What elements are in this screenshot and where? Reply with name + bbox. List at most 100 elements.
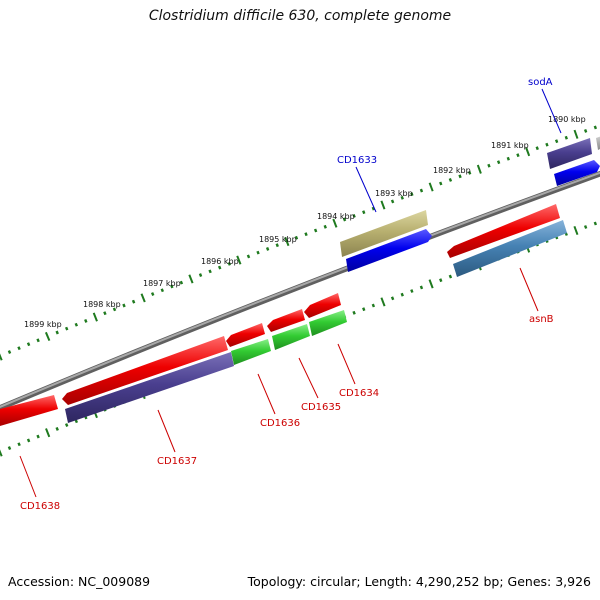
gene-CD1637[interactable] (65, 352, 234, 423)
callout-sodA (541, 88, 562, 134)
gene-sodA[interactable] (547, 138, 592, 169)
minor-tick (496, 160, 501, 165)
genome-stats-text: Topology: circular; Length: 4,290,252 bp… (247, 574, 591, 589)
minor-tick (64, 326, 69, 331)
minor-tick (103, 311, 107, 316)
major-tick (188, 274, 194, 284)
gene-partial-gray[interactable] (596, 136, 600, 150)
callout-CD1636 (257, 373, 276, 415)
gene-CD1633[interactable] (346, 229, 432, 272)
minor-tick (227, 261, 232, 266)
forward-genes (340, 136, 600, 272)
gene-labels: sodA CD1633 asnB CD1634 CD1635 CD1636 CD… (20, 77, 554, 512)
major-tick (0, 353, 3, 361)
gene-red-small-3[interactable] (226, 323, 265, 347)
minor-tick (275, 243, 279, 248)
gene-forward-arrow-right[interactable] (554, 160, 600, 186)
ruler-label-1896: 1896 kbp (201, 257, 239, 266)
minor-tick (131, 299, 136, 304)
callout-CD1637 (157, 409, 176, 453)
minor-tick (390, 296, 395, 301)
gene-CD1636[interactable] (231, 339, 271, 365)
gene-CD1635[interactable] (272, 324, 310, 350)
ruler-label-1895: 1895 kbp (259, 235, 297, 244)
gene-red-small-2[interactable] (267, 309, 305, 332)
gene-label-CD1637[interactable]: CD1637 (157, 456, 197, 467)
major-tick (284, 236, 290, 247)
minor-tick (352, 213, 356, 218)
major-tick (0, 449, 3, 457)
minor-tick (545, 142, 549, 147)
gene-red-small-1[interactable] (304, 293, 341, 318)
minor-tick (55, 426, 59, 431)
minor-tick (467, 170, 472, 175)
minor-tick (17, 442, 21, 447)
minor-tick (390, 199, 395, 204)
ruler-label-1899: 1899 kbp (24, 320, 62, 329)
callout-lines (19, 88, 562, 498)
minor-tick (342, 217, 347, 222)
reverse-genes (0, 204, 567, 426)
major-tick (236, 255, 242, 265)
major-tick (45, 428, 51, 438)
major-tick (92, 312, 98, 322)
minor-tick (36, 338, 40, 343)
minor-tick (400, 292, 404, 297)
gene-CD1634[interactable] (309, 310, 347, 336)
minor-tick (554, 139, 559, 144)
gene-label-asnB[interactable]: asnB (529, 314, 554, 325)
minor-tick (150, 292, 155, 296)
minor-tick (593, 221, 598, 226)
gene-label-sodA[interactable]: sodA (528, 77, 553, 88)
callout-asnB (519, 267, 539, 312)
minor-tick (487, 163, 491, 168)
minor-tick (352, 310, 356, 315)
gene-label-CD1638[interactable]: CD1638 (20, 501, 60, 512)
minor-tick (84, 318, 88, 323)
callout-CD1634 (337, 343, 356, 385)
gene-label-CD1634[interactable]: CD1634 (339, 388, 379, 399)
gene-CD1637-red[interactable] (62, 336, 228, 405)
genome-backbone (0, 170, 600, 411)
minor-tick (564, 135, 568, 140)
minor-tick (198, 273, 203, 278)
gene-label-CD1636[interactable]: CD1636 (260, 418, 300, 429)
gene-asnB[interactable] (453, 220, 567, 277)
minor-tick (410, 192, 414, 197)
gene-CD1638[interactable] (0, 395, 58, 426)
callout-CD1635 (298, 357, 319, 399)
gene-label-CD1635[interactable]: CD1635 (301, 402, 341, 413)
gene-asnB-red[interactable] (447, 204, 560, 258)
major-tick (573, 129, 579, 139)
minor-tick (208, 269, 212, 274)
minor-tick (583, 225, 588, 229)
accession-text: Accession: NC_009089 (8, 574, 151, 589)
minor-tick (294, 235, 299, 240)
ruler-label-1894: 1894 kbp (317, 212, 355, 221)
major-tick (573, 225, 579, 236)
minor-tick (419, 285, 424, 290)
genome-backbone-highlight (0, 171, 600, 408)
minor-tick (7, 350, 12, 354)
minor-tick (506, 156, 510, 161)
ruler-label-1897: 1897 kbp (143, 279, 181, 288)
minor-tick (246, 254, 251, 259)
gene-CD1633-khaki[interactable] (340, 210, 428, 257)
ruler-label-1893: 1893 kbp (375, 189, 413, 198)
minor-tick (265, 246, 270, 251)
outer-tick-ring (0, 125, 598, 361)
minor-tick (122, 303, 126, 308)
callout-CD1633 (355, 166, 377, 213)
major-tick (380, 297, 386, 307)
minor-tick (64, 423, 69, 427)
minor-tick (439, 278, 443, 283)
callout-CD1638 (19, 455, 37, 498)
minor-tick (17, 346, 21, 351)
minor-tick (448, 177, 453, 182)
ruler-label-1891: 1891 kbp (491, 141, 529, 150)
minor-tick (26, 438, 31, 443)
gene-label-CD1633[interactable]: CD1633 (337, 155, 377, 166)
minor-tick (593, 125, 598, 130)
minor-tick (256, 250, 260, 255)
